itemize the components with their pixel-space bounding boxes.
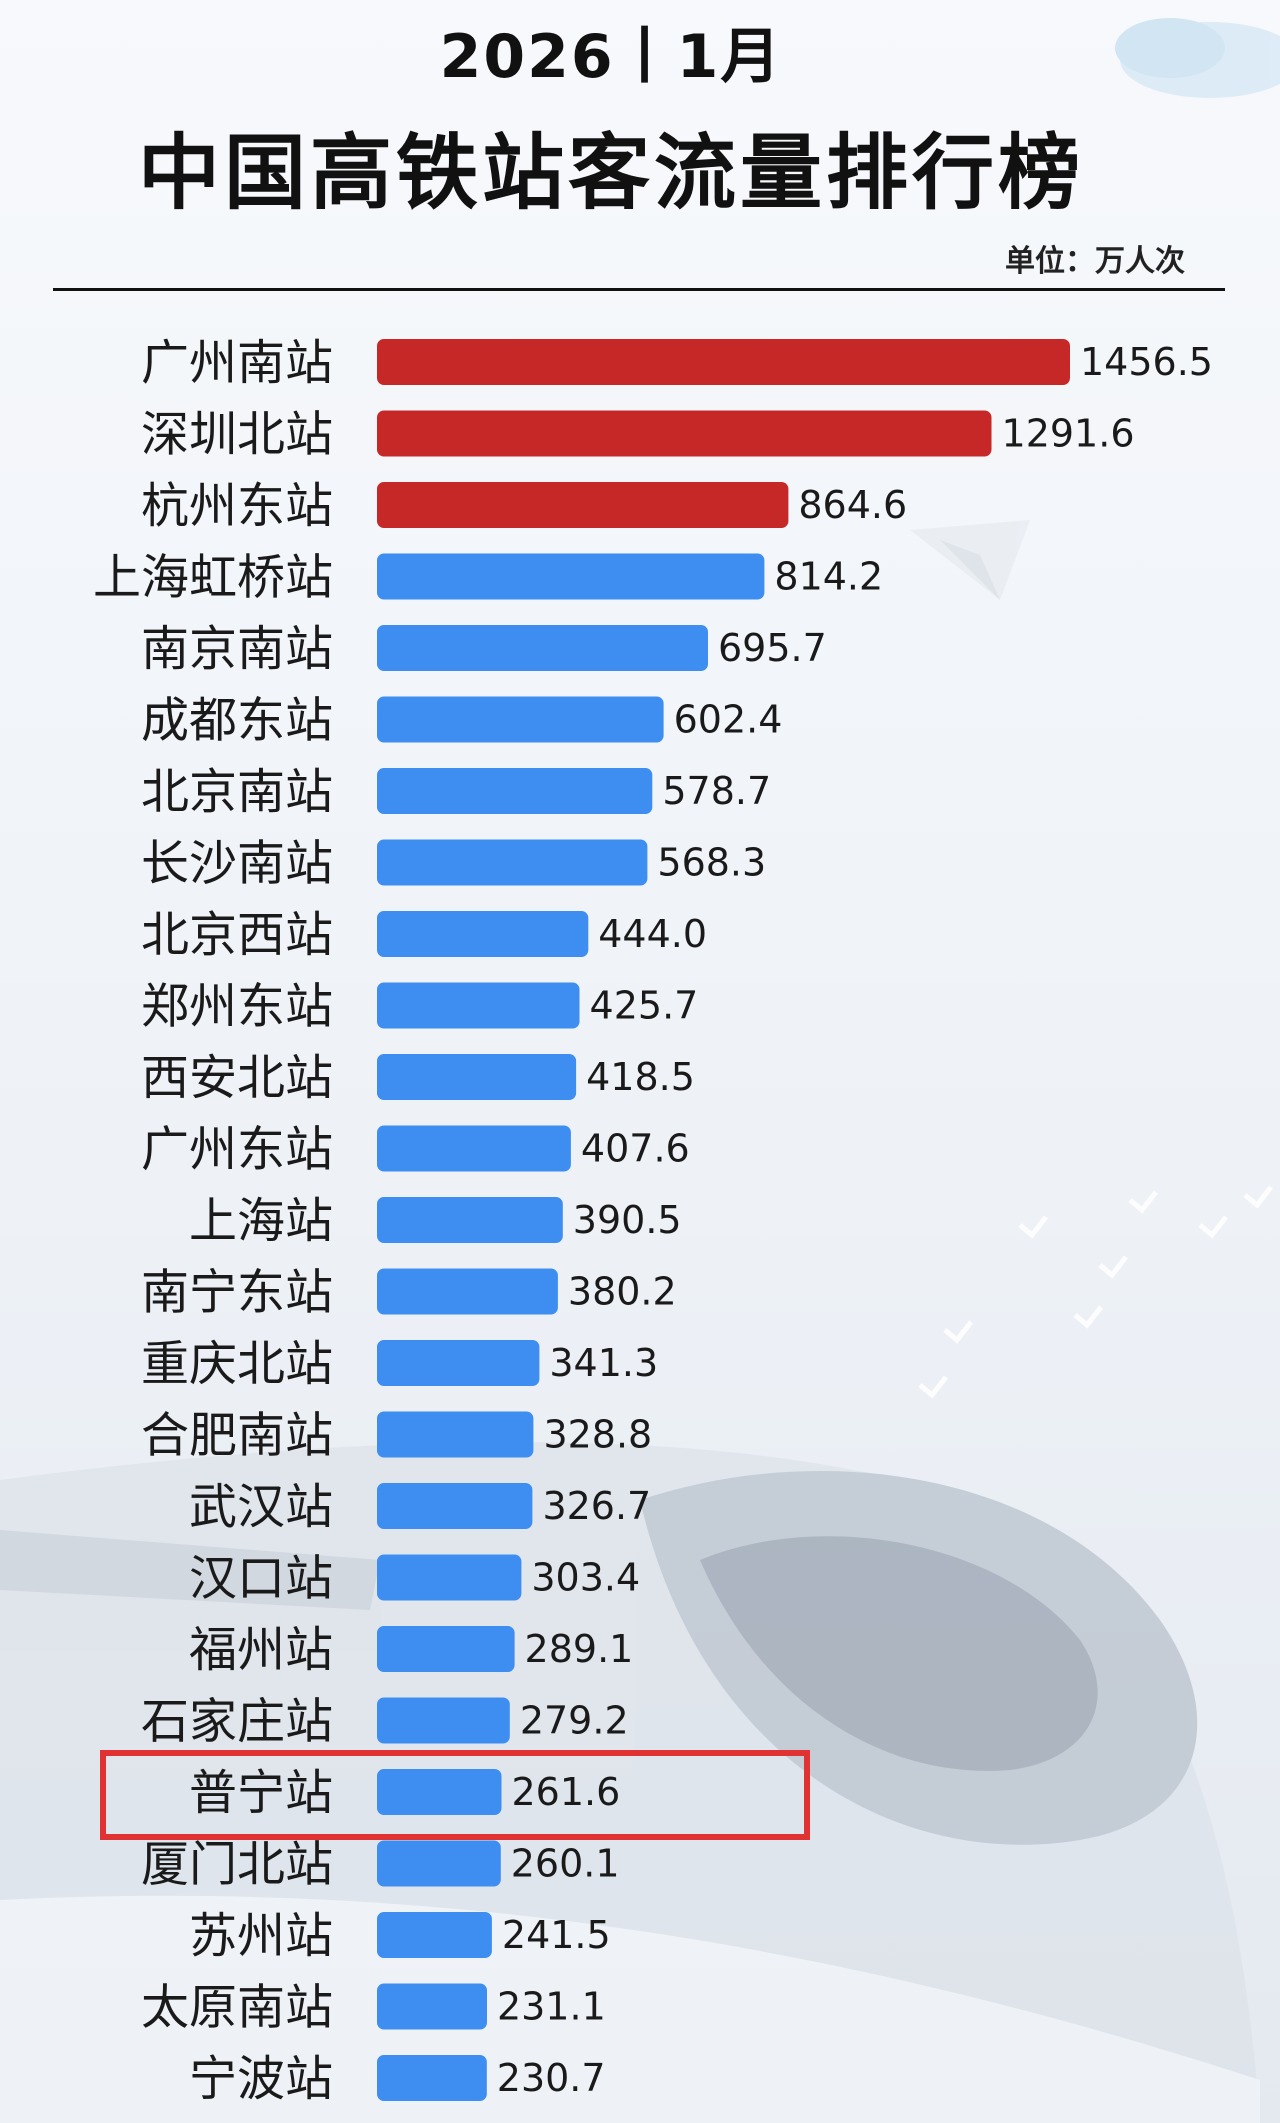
bar [377, 1340, 540, 1386]
value-label: 380.2 [568, 1270, 677, 1314]
value-label: 326.7 [542, 1484, 651, 1528]
bar [377, 1983, 487, 2030]
bar [377, 1268, 558, 1315]
value-label: 568.3 [657, 841, 766, 885]
title-divider [53, 288, 1225, 291]
category-label: 西安北站 [141, 1050, 333, 1106]
value-label: 289.1 [525, 1627, 634, 1671]
unit-label: 单位：万人次 [1005, 244, 1185, 279]
bar [377, 1697, 510, 1744]
value-label: 303.4 [531, 1556, 640, 1600]
bar [377, 696, 664, 743]
value-label: 1456.5 [1080, 340, 1213, 384]
category-label: 广州南站 [141, 335, 333, 391]
category-label: 北京西站 [141, 907, 333, 963]
train-illustration [0, 1442, 1260, 2123]
bar [377, 1483, 533, 1529]
value-label: 328.8 [543, 1413, 652, 1457]
value-label: 341.3 [549, 1341, 658, 1385]
category-label: 宁波站 [189, 2051, 333, 2107]
bar [377, 1411, 534, 1458]
category-label: 南京南站 [141, 621, 333, 677]
bar [377, 839, 648, 886]
value-label: 261.6 [511, 1770, 620, 1814]
bar [377, 1125, 571, 1172]
paper-plane-icon [910, 520, 1030, 600]
value-label: 444.0 [598, 912, 707, 956]
category-label: 成都东站 [141, 693, 333, 749]
category-label: 郑州东站 [141, 979, 333, 1035]
bar [377, 911, 589, 957]
bar [377, 1197, 563, 1243]
category-label: 汉口站 [189, 1551, 333, 1607]
category-label: 苏州站 [189, 1908, 333, 1964]
birds-decoration [918, 1185, 1273, 1399]
value-label: 231.1 [497, 1985, 606, 2029]
bar [377, 982, 580, 1029]
bar [377, 1626, 515, 1672]
value-label: 230.7 [497, 2056, 606, 2100]
value-label: 279.2 [520, 1699, 629, 1743]
category-label: 深圳北站 [141, 407, 333, 463]
bar [377, 482, 789, 528]
category-label: 石家庄站 [141, 1694, 333, 1750]
value-label: 578.7 [662, 769, 771, 813]
bar [377, 1769, 502, 1815]
category-label: 普宁站 [189, 1765, 333, 1821]
value-label: 814.2 [774, 555, 883, 599]
category-label: 太原南站 [141, 1980, 333, 2036]
bar [377, 339, 1070, 385]
category-label: 南宁东站 [141, 1265, 333, 1321]
chart-subtitle: 2026丨1月 [439, 22, 783, 92]
category-label: 长沙南站 [141, 836, 333, 892]
category-label: 上海站 [189, 1193, 333, 1249]
highlight-box [100, 1750, 810, 1840]
category-label: 厦门北站 [141, 1837, 333, 1893]
bar [377, 410, 992, 457]
bar [377, 2055, 487, 2101]
value-label: 864.6 [798, 483, 907, 527]
cloud-icon [1115, 18, 1280, 98]
value-label: 418.5 [586, 1055, 695, 1099]
value-label: 407.6 [581, 1127, 690, 1171]
bar [377, 1912, 492, 1958]
category-label: 上海虹桥站 [93, 550, 333, 606]
value-label: 390.5 [573, 1198, 682, 1242]
category-label: 广州东站 [141, 1122, 333, 1178]
bar [377, 625, 708, 671]
bar [377, 553, 765, 600]
category-label: 福州站 [189, 1622, 333, 1678]
value-label: 695.7 [718, 626, 827, 670]
value-label: 602.4 [674, 698, 783, 742]
value-label: 241.5 [502, 1913, 611, 1957]
value-label: 425.7 [590, 984, 699, 1028]
value-label: 1291.6 [1002, 412, 1135, 456]
category-label: 杭州东站 [141, 478, 333, 534]
category-label: 武汉站 [189, 1479, 333, 1535]
bar [377, 1054, 577, 1100]
value-label: 260.1 [511, 1842, 620, 1886]
bar [377, 768, 653, 814]
category-label: 北京南站 [141, 764, 333, 820]
category-label: 重庆北站 [141, 1336, 333, 1392]
bar [377, 1840, 501, 1887]
chart-title: 中国高铁站客流量排行榜 [137, 126, 1084, 221]
category-label: 合肥南站 [141, 1408, 333, 1464]
bar [377, 1554, 522, 1601]
